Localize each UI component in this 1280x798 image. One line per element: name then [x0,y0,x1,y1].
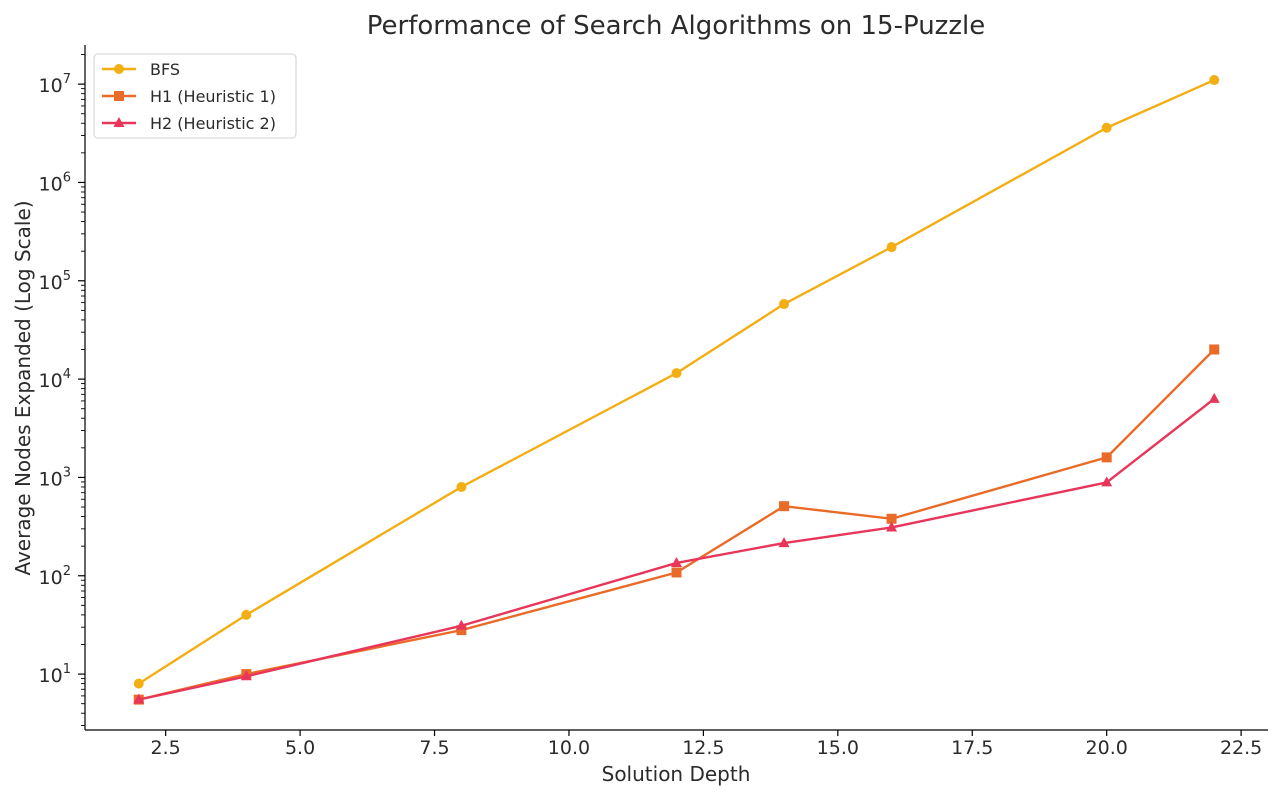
data-point [240,670,252,681]
x-tick-label: 10.0 [548,737,590,759]
y-tick-label: 104 [39,367,71,392]
data-point [241,609,252,620]
y-tick-exponent: 2 [63,564,71,579]
legend-box [93,53,297,139]
series-1 [133,344,1220,705]
series-0 [133,75,1220,689]
legend: BFS H1 (Heuristic 1) H2 (Heuristic 2) [93,53,297,139]
data-point [1209,75,1220,86]
data-point [133,693,145,704]
series-line [138,397,1215,701]
y-tick-label: 105 [39,269,71,294]
data-point [1101,476,1113,487]
data-point [886,521,898,532]
y-tick-label: 107 [39,72,71,97]
legend-swatch-marker [113,117,125,127]
x-tick-label: 22.5 [1220,737,1262,759]
series-2 [133,392,1220,704]
x-tick-label: 15.0 [817,737,859,759]
y-tick-base: 10 [39,272,63,294]
data-point [778,537,790,548]
series-line [138,348,1216,701]
y-tick-base: 10 [39,370,63,392]
data-point [1208,392,1220,403]
legend-item: H1 (Heuristic 1) [102,87,276,106]
x-tick-label: 12.5 [682,737,724,759]
data-point [133,678,144,689]
y-tick-base: 10 [39,665,63,687]
x-axis-label: Solution Depth [602,762,751,786]
legend-item: H2 (Heuristic 2) [102,114,276,133]
data-point [1101,452,1112,463]
y-tick-base: 10 [39,468,63,490]
series-group [133,75,1220,705]
series-line [138,78,1215,685]
y-tick-base: 10 [39,173,63,195]
data-point [1209,344,1220,355]
chart-title: Performance of Search Algorithms on 15-P… [367,11,985,41]
legend-swatch-marker [114,91,124,101]
y-tick-exponent: 5 [63,269,71,284]
y-tick-label: 102 [39,564,71,589]
data-point [886,513,897,524]
data-point [456,481,467,492]
y-tick-base: 10 [39,567,63,589]
data-point [456,625,467,636]
y-tick-exponent: 4 [63,367,71,382]
data-point [671,567,682,578]
y-tick-base: 10 [39,75,63,97]
legend-label: H1 (Heuristic 1) [150,87,276,106]
data-point [779,501,790,512]
data-point [455,619,467,630]
data-point [779,299,790,310]
legend-label: BFS [150,60,180,79]
legend-item: BFS [102,60,180,79]
y-tick-exponent: 6 [63,170,71,185]
legend-swatch-marker [114,64,124,74]
data-point [1101,122,1112,133]
x-tick-label: 17.5 [951,737,993,759]
y-tick-exponent: 7 [63,72,71,87]
data-point [671,556,682,567]
y-tick-exponent: 1 [63,662,71,677]
y-tick-label: 106 [39,170,71,195]
y-tick-label: 101 [39,662,71,687]
y-axis-label: Average Nodes Expanded (Log Scale) [11,200,35,575]
x-tick-label: 2.5 [151,737,181,759]
x-tick-label: 20.0 [1086,737,1128,759]
y-tick-label: 103 [39,465,71,490]
data-point [671,368,682,379]
x-tick-label: 5.0 [285,737,315,759]
y-tick-exponent: 3 [63,465,71,480]
axes: 2.5 5.0 7.5 10.0 12.5 15.0 17.5 20.0 22.51011021… [39,45,1268,759]
data-point [886,242,897,253]
legend-label: H2 (Heuristic 2) [150,114,276,133]
x-tick-label: 7.5 [419,737,449,759]
